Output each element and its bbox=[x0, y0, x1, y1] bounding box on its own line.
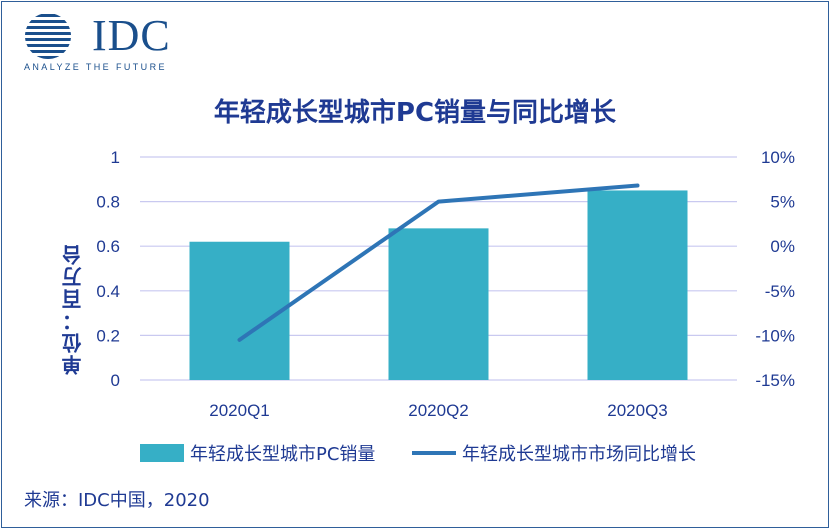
x-tick-label: 2020Q2 bbox=[408, 401, 469, 420]
y-tick-label: 0.8 bbox=[96, 193, 120, 212]
y2-tick-label: -10% bbox=[755, 326, 795, 345]
bar bbox=[587, 190, 688, 380]
y-tick-label: 1 bbox=[111, 148, 120, 167]
legend-line-swatch bbox=[412, 451, 456, 455]
logo-tagline: ANALYZE THE FUTURE bbox=[24, 62, 167, 72]
y-tick-label: 0.4 bbox=[96, 282, 120, 301]
legend-bar-swatch bbox=[140, 444, 184, 462]
bar bbox=[189, 241, 290, 380]
y2-tick-label: 0% bbox=[770, 237, 795, 256]
y2-tick-label: 10% bbox=[761, 148, 795, 167]
legend-item-bar: 年轻成长型城市PC销量 bbox=[140, 440, 375, 466]
chart-title: 年轻成长型城市PC销量与同比增长 bbox=[213, 98, 617, 128]
y2-tick-label: -5% bbox=[765, 282, 795, 301]
y-tick-label: 0.6 bbox=[96, 237, 120, 256]
legend-line-label: 年轻成长型城市市场同比增长 bbox=[462, 444, 696, 465]
legend-bar-label: 年轻成长型城市PC销量 bbox=[190, 444, 376, 465]
y-axis-label: 单位：百万台 bbox=[61, 243, 85, 375]
globe-icon bbox=[25, 14, 71, 59]
bar bbox=[388, 228, 489, 380]
legend: 年轻成长型城市PC销量 年轻成长型城市市场同比增长 bbox=[0, 440, 830, 470]
source-note: 来源：IDC中国，2020 bbox=[24, 490, 210, 511]
y2-tick-label: -15% bbox=[755, 371, 795, 390]
x-tick-label: 2020Q1 bbox=[209, 401, 270, 420]
y-tick-label: 0.2 bbox=[96, 326, 120, 345]
legend-item-line: 年轻成长型城市市场同比增长 bbox=[412, 440, 696, 466]
y2-tick-label: 5% bbox=[770, 193, 795, 212]
idc-logo: IDC ANALYZE THE FUTURE bbox=[22, 10, 192, 73]
y-tick-label: 0 bbox=[111, 371, 120, 390]
x-tick-label: 2020Q3 bbox=[607, 401, 668, 420]
logo-word: IDC bbox=[92, 11, 171, 60]
